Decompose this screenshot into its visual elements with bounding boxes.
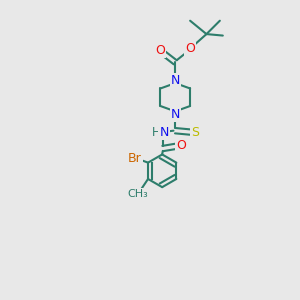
Text: O: O <box>185 42 195 56</box>
Text: O: O <box>176 139 186 152</box>
Text: N: N <box>159 126 169 139</box>
Text: Br: Br <box>128 152 142 165</box>
Text: N: N <box>171 74 180 87</box>
Text: O: O <box>155 44 165 57</box>
Text: H: H <box>152 126 161 139</box>
Text: N: N <box>171 108 180 121</box>
Text: CH₃: CH₃ <box>127 189 148 199</box>
Text: S: S <box>191 126 199 139</box>
